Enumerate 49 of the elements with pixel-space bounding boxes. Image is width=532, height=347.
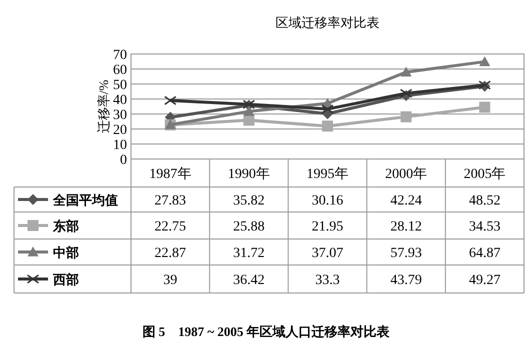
y-tick-label: 60 [113,63,127,78]
point [322,120,333,132]
y-tick-label: 10 [113,138,127,153]
title: 区域迁移率对比表 [276,15,380,30]
y-tick-label: 50 [113,78,127,93]
data-label: 30.16 [312,194,344,208]
y-tick-label: 30 [113,108,127,123]
point [321,104,334,114]
data-label: 36.42 [233,273,265,288]
y-tick-label: 70 [113,48,127,63]
data-label: 27.83 [154,194,186,208]
y-tick-label: 40 [113,93,127,108]
y-tick-label: 0 [120,153,127,168]
data-label: 33.3 [315,273,340,288]
y-tick-label: 20 [113,123,127,138]
legend-label: 中部 [53,245,79,260]
data-label: 31.72 [233,246,265,261]
data-label: 39 [163,273,178,288]
legend-label: 东部 [52,218,79,234]
point [400,66,412,77]
point [400,88,412,98]
y-axis-title: 迁移率/% [96,80,111,134]
point [479,56,490,66]
x-tick-label: 1990年 [228,166,270,182]
data-label: 64.87 [468,246,500,261]
data-label: 22.75 [154,220,186,234]
data-label: 34.53 [468,220,500,234]
data-label: 48.52 [468,194,500,208]
legend-label: 全国平均值 [52,192,118,208]
data-label: 42.24 [390,194,422,208]
legend-label: 西部 [52,272,79,287]
data-label: 37.07 [312,246,344,261]
point [164,96,177,106]
data-label: 25.88 [233,220,265,234]
x-tick-label: 2000年 [385,166,428,182]
data-label: 35.82 [233,194,265,208]
point [243,106,254,116]
data-label: 28.12 [390,220,422,234]
data-label: 22.87 [154,246,186,261]
x-tick-label: 1987年 [149,166,192,182]
data-label: 49.27 [468,273,500,288]
x-tick-label: 1995年 [306,166,348,182]
data-label: 21.95 [312,220,344,234]
data-label: 43.79 [390,273,422,288]
point [400,111,412,122]
data-label: 57.93 [390,246,422,261]
point [479,102,490,113]
x-tick-label: 2005年 [464,166,506,182]
caption: 图 5 1987 ~ 2005 年区域人口迁移率对比表 [142,324,391,339]
